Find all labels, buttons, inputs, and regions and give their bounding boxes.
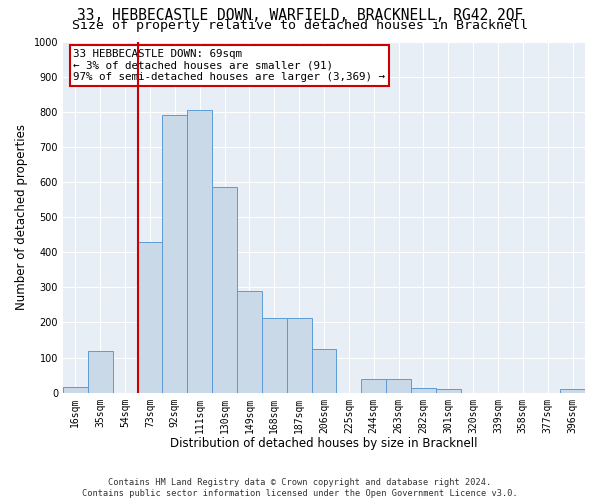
- Bar: [436, 388, 461, 392]
- Text: Contains HM Land Registry data © Crown copyright and database right 2024.
Contai: Contains HM Land Registry data © Crown c…: [82, 478, 518, 498]
- Text: 33, HEBBECASTLE DOWN, WARFIELD, BRACKNELL, RG42 2QF: 33, HEBBECASTLE DOWN, WARFIELD, BRACKNEL…: [77, 8, 523, 22]
- Y-axis label: Number of detached properties: Number of detached properties: [15, 124, 28, 310]
- Bar: [63, 387, 88, 392]
- Bar: [137, 242, 163, 392]
- Text: 33 HEBBECASTLE DOWN: 69sqm
← 3% of detached houses are smaller (91)
97% of semi-: 33 HEBBECASTLE DOWN: 69sqm ← 3% of detac…: [73, 48, 385, 82]
- Bar: [212, 188, 237, 392]
- Bar: [88, 350, 113, 393]
- Bar: [361, 378, 386, 392]
- Bar: [386, 378, 411, 392]
- Bar: [237, 291, 262, 392]
- Bar: [163, 116, 187, 392]
- Bar: [311, 349, 337, 393]
- Bar: [560, 388, 585, 392]
- Bar: [287, 318, 311, 392]
- Bar: [262, 318, 287, 392]
- Bar: [411, 388, 436, 392]
- Bar: [187, 110, 212, 393]
- X-axis label: Distribution of detached houses by size in Bracknell: Distribution of detached houses by size …: [170, 437, 478, 450]
- Text: Size of property relative to detached houses in Bracknell: Size of property relative to detached ho…: [72, 19, 528, 32]
